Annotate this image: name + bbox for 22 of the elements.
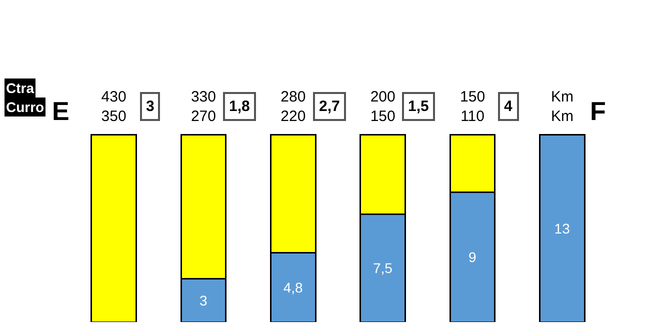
- x-tick-label: 430 350: [101, 88, 126, 125]
- x-tick-label: 150 110: [460, 88, 486, 125]
- x-tick-label: Km Km: [550, 88, 574, 125]
- text: 4: [504, 98, 513, 115]
- data-label: 13: [554, 220, 570, 236]
- text: 3: [146, 98, 154, 115]
- text: 1,8: [229, 98, 250, 115]
- text: E: [52, 96, 70, 126]
- x-tick-label: 330 270: [190, 88, 216, 125]
- text: Curro: [6, 99, 44, 115]
- data-label: 3: [199, 292, 208, 308]
- bar: [539, 134, 586, 322]
- data-label: 4,8: [283, 279, 303, 296]
- x-tick-label: 200 150: [370, 88, 396, 125]
- data-label: 9: [468, 249, 477, 266]
- text: 2,7: [319, 98, 340, 115]
- text: 1,5: [408, 98, 429, 115]
- text: Ctra: [6, 80, 34, 96]
- bar: [90, 134, 137, 322]
- data-label: 7,5: [373, 260, 393, 276]
- x-tick-label: 280 220: [280, 88, 306, 125]
- text: F: [590, 96, 606, 126]
